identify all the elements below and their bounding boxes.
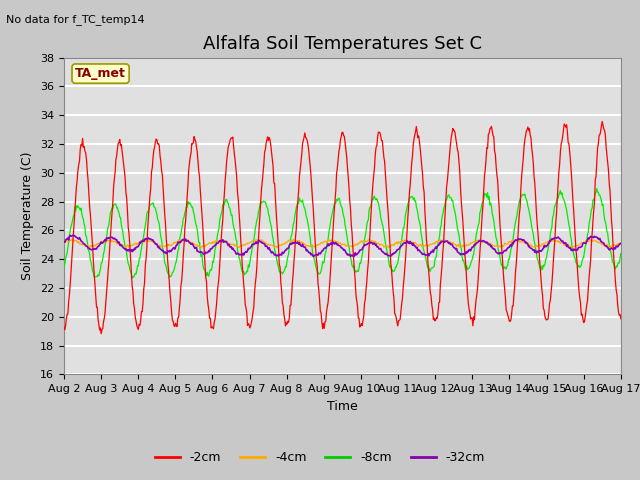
Legend: -2cm, -4cm, -8cm, -32cm: -2cm, -4cm, -8cm, -32cm (150, 446, 490, 469)
Text: TA_met: TA_met (75, 67, 126, 80)
Y-axis label: Soil Temperature (C): Soil Temperature (C) (22, 152, 35, 280)
Title: Alfalfa Soil Temperatures Set C: Alfalfa Soil Temperatures Set C (203, 35, 482, 53)
Text: No data for f_TC_temp14: No data for f_TC_temp14 (6, 14, 145, 25)
X-axis label: Time: Time (327, 400, 358, 413)
